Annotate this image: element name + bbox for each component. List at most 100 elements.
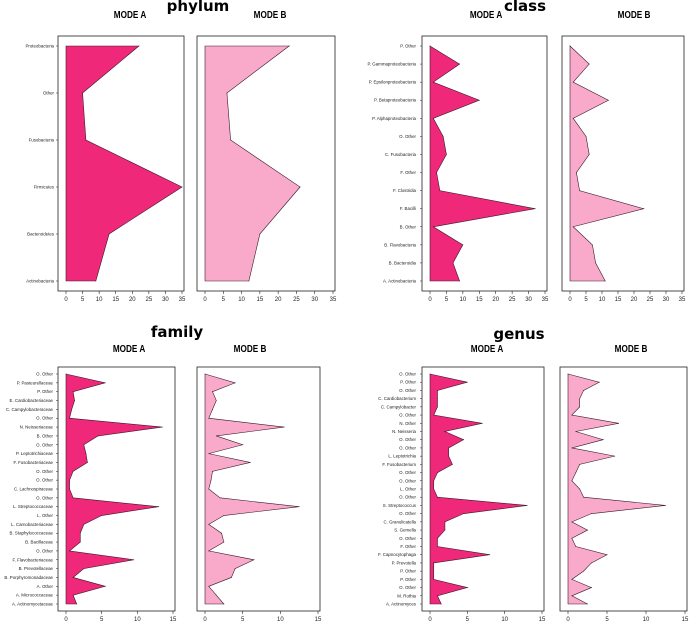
data-point <box>587 603 588 605</box>
data-point <box>429 45 431 47</box>
data-point <box>433 414 435 416</box>
data-point <box>181 186 183 188</box>
x-tick-label: 10 <box>599 297 606 303</box>
x-tick-label: 10 <box>134 617 141 623</box>
data-point <box>466 587 468 588</box>
data-point <box>572 117 574 119</box>
data-point <box>208 585 210 587</box>
x-tick-label: 25 <box>146 297 153 303</box>
category-label: O. Other <box>399 372 416 377</box>
x-tick-label: 5 <box>605 617 609 623</box>
data-point <box>572 226 574 228</box>
category-label: B. Bacteroidia <box>389 260 417 265</box>
data-point <box>83 523 85 525</box>
data-point <box>208 550 210 552</box>
category-label: L. Streptococcaceae <box>13 504 54 509</box>
data-point <box>234 382 236 384</box>
category-label: O. Other <box>399 585 416 590</box>
panel-title: MODE B <box>254 9 287 20</box>
x-tick-label: 5 <box>241 617 245 623</box>
data-point <box>219 497 221 499</box>
category-label: F. Clostridia <box>393 188 416 193</box>
category-label: B. Porphyromonadaceae <box>4 575 53 580</box>
panel-title: MODE B <box>615 343 648 354</box>
category-label: O. Other <box>36 548 53 553</box>
data-point <box>230 139 232 141</box>
category-label: C. Lachnospiraceae <box>14 487 54 492</box>
category-label: C. Campylobacteraceae <box>6 407 54 412</box>
data-point <box>462 244 464 246</box>
data-point <box>579 190 580 192</box>
category-label: O. Other <box>36 442 53 447</box>
data-point <box>104 585 106 587</box>
data-point <box>459 280 460 282</box>
data-point <box>212 470 213 472</box>
x-tick-label: 0 <box>64 617 68 623</box>
category-label: B. Flavobacteria <box>384 242 416 247</box>
data-point <box>478 99 480 101</box>
data-point <box>158 506 160 508</box>
data-point <box>571 447 573 449</box>
data-point <box>138 45 140 47</box>
data-point <box>452 262 454 264</box>
x-tick-label: 10 <box>277 617 284 623</box>
panel-frame <box>561 35 685 292</box>
category-label: P. Gammaproteobacteria <box>368 62 417 67</box>
category-label: O. Other <box>399 470 416 475</box>
category-label: C. Fusobacteria <box>385 152 417 157</box>
data-point <box>133 559 135 561</box>
data-point <box>74 400 75 401</box>
category-label: P. Other <box>400 569 416 574</box>
data-point <box>161 426 163 428</box>
category-label: Proteobacteria <box>25 44 54 49</box>
data-point <box>665 505 666 506</box>
data-point <box>571 537 573 539</box>
data-point <box>466 381 468 383</box>
data-point <box>215 400 217 401</box>
category-label: F. Fusobacteriaceae <box>13 460 53 465</box>
data-point <box>79 532 81 534</box>
x-tick-label: 30 <box>525 297 532 303</box>
x-tick-label: 35 <box>179 297 186 303</box>
data-point <box>571 578 573 580</box>
data-point <box>534 208 536 210</box>
x-tick-label: 15 <box>170 617 177 623</box>
data-point <box>95 280 97 282</box>
data-point <box>87 462 88 463</box>
data-point <box>606 554 608 556</box>
panel-title: MODE A <box>470 9 503 20</box>
x-tick-label: 30 <box>162 297 169 303</box>
data-point <box>481 422 483 424</box>
category-label: O. Other <box>399 413 416 418</box>
x-tick-label: 0 <box>428 297 432 303</box>
category-label: O. Other <box>36 478 53 483</box>
panel-title: MODE B <box>618 9 651 20</box>
x-tick-label: 5 <box>81 297 85 303</box>
data-point <box>444 431 446 432</box>
data-point <box>526 505 528 506</box>
category-label: Other <box>43 91 55 96</box>
x-tick-label: 5 <box>445 297 449 303</box>
category-label: P. Other <box>400 380 416 385</box>
data-point <box>446 154 447 155</box>
x-tick-label: 5 <box>100 617 104 623</box>
category-label: P. Other <box>400 577 416 582</box>
category-label: B. Bacillaceae <box>25 540 53 545</box>
data-point <box>579 398 581 400</box>
data-point <box>71 408 73 410</box>
x-tick-label: 15 <box>476 297 483 303</box>
category-label: S. Gemella <box>394 528 416 533</box>
category-label: A. Micrococcaceae <box>16 593 54 598</box>
x-tick-label: 0 <box>203 297 207 303</box>
data-point <box>65 373 67 375</box>
chart-title: genus <box>493 325 544 343</box>
data-point <box>442 135 444 137</box>
data-point <box>579 463 581 465</box>
data-point <box>437 537 438 539</box>
x-tick-label: 10 <box>238 297 245 303</box>
data-point <box>221 532 222 534</box>
data-point <box>208 453 210 455</box>
data-point <box>223 541 225 543</box>
data-point <box>572 81 574 83</box>
data-point <box>85 453 87 455</box>
